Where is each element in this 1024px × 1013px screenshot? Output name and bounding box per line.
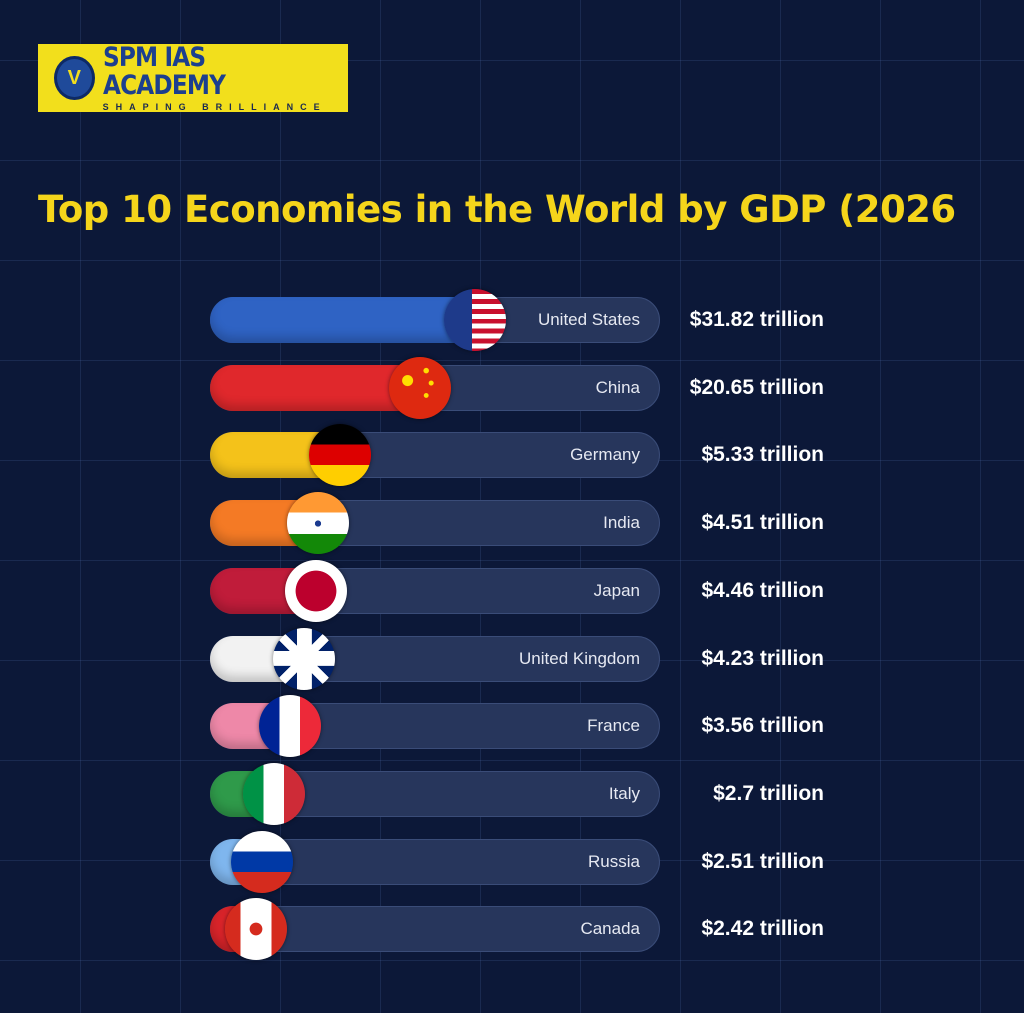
country-label: India: [603, 513, 640, 533]
value-label: $2.51 trillion: [701, 849, 824, 873]
value-label: $4.23 trillion: [701, 646, 824, 670]
bar-row-9: Canada: [210, 898, 660, 961]
bar-fill: [210, 297, 485, 343]
value-label: $5.33 trillion: [701, 443, 824, 467]
bar-row-8: Russia: [210, 830, 660, 893]
japan-flag-icon: [285, 559, 347, 622]
bar-row-1: China: [210, 356, 660, 419]
russia-flag-icon: [231, 830, 293, 893]
germany-flag-icon: [309, 424, 371, 487]
bar-row-2: Germany: [210, 424, 660, 487]
uk-flag-icon: [273, 627, 335, 690]
logo-name: SPM IAS ACADEMY: [102, 42, 226, 101]
bar-row-0: United States: [210, 289, 660, 351]
country-label: China: [595, 377, 640, 397]
bar-row-6: France: [210, 695, 660, 758]
country-label: United States: [537, 310, 640, 329]
country-label: Russia: [588, 851, 640, 871]
bar-row-7: Italy: [210, 762, 660, 825]
value-label: $2.7 trillion: [713, 781, 824, 805]
canada-flag-icon: [225, 898, 287, 961]
india-flag-icon: [287, 492, 349, 555]
country-label: France: [587, 716, 640, 736]
country-label: Italy: [608, 783, 640, 803]
value-label: $3.56 trillion: [701, 714, 824, 738]
country-label: Canada: [580, 919, 640, 939]
bar-row-5: United Kingdom: [210, 627, 660, 690]
academy-logo: V SPM IAS ACADEMY SHAPING BRILLIANCE: [38, 44, 348, 112]
value-label: $4.51 trillion: [701, 511, 824, 535]
value-label: $4.46 trillion: [701, 578, 824, 602]
logo-tagline: SHAPING BRILLIANCE: [102, 102, 327, 112]
bar-row-4: Japan: [210, 559, 660, 622]
country-label: Japan: [593, 580, 640, 600]
us-flag-icon: [444, 289, 506, 351]
country-label: Germany: [570, 445, 640, 465]
china-flag-icon: [389, 356, 451, 419]
france-flag-icon: [259, 695, 321, 758]
academy-emblem-icon: V: [54, 56, 95, 100]
emblem-letter: V: [67, 66, 81, 89]
country-label: United Kingdom: [519, 648, 640, 668]
chart-title: Top 10 Economies in the World by GDP (20…: [38, 188, 956, 231]
value-label: $20.65 trillion: [689, 375, 824, 399]
value-label: $2.42 trillion: [701, 917, 824, 941]
bar-row-3: India: [210, 492, 660, 555]
italy-flag-icon: [243, 762, 305, 825]
value-label: $31.82 trillion: [689, 308, 824, 331]
